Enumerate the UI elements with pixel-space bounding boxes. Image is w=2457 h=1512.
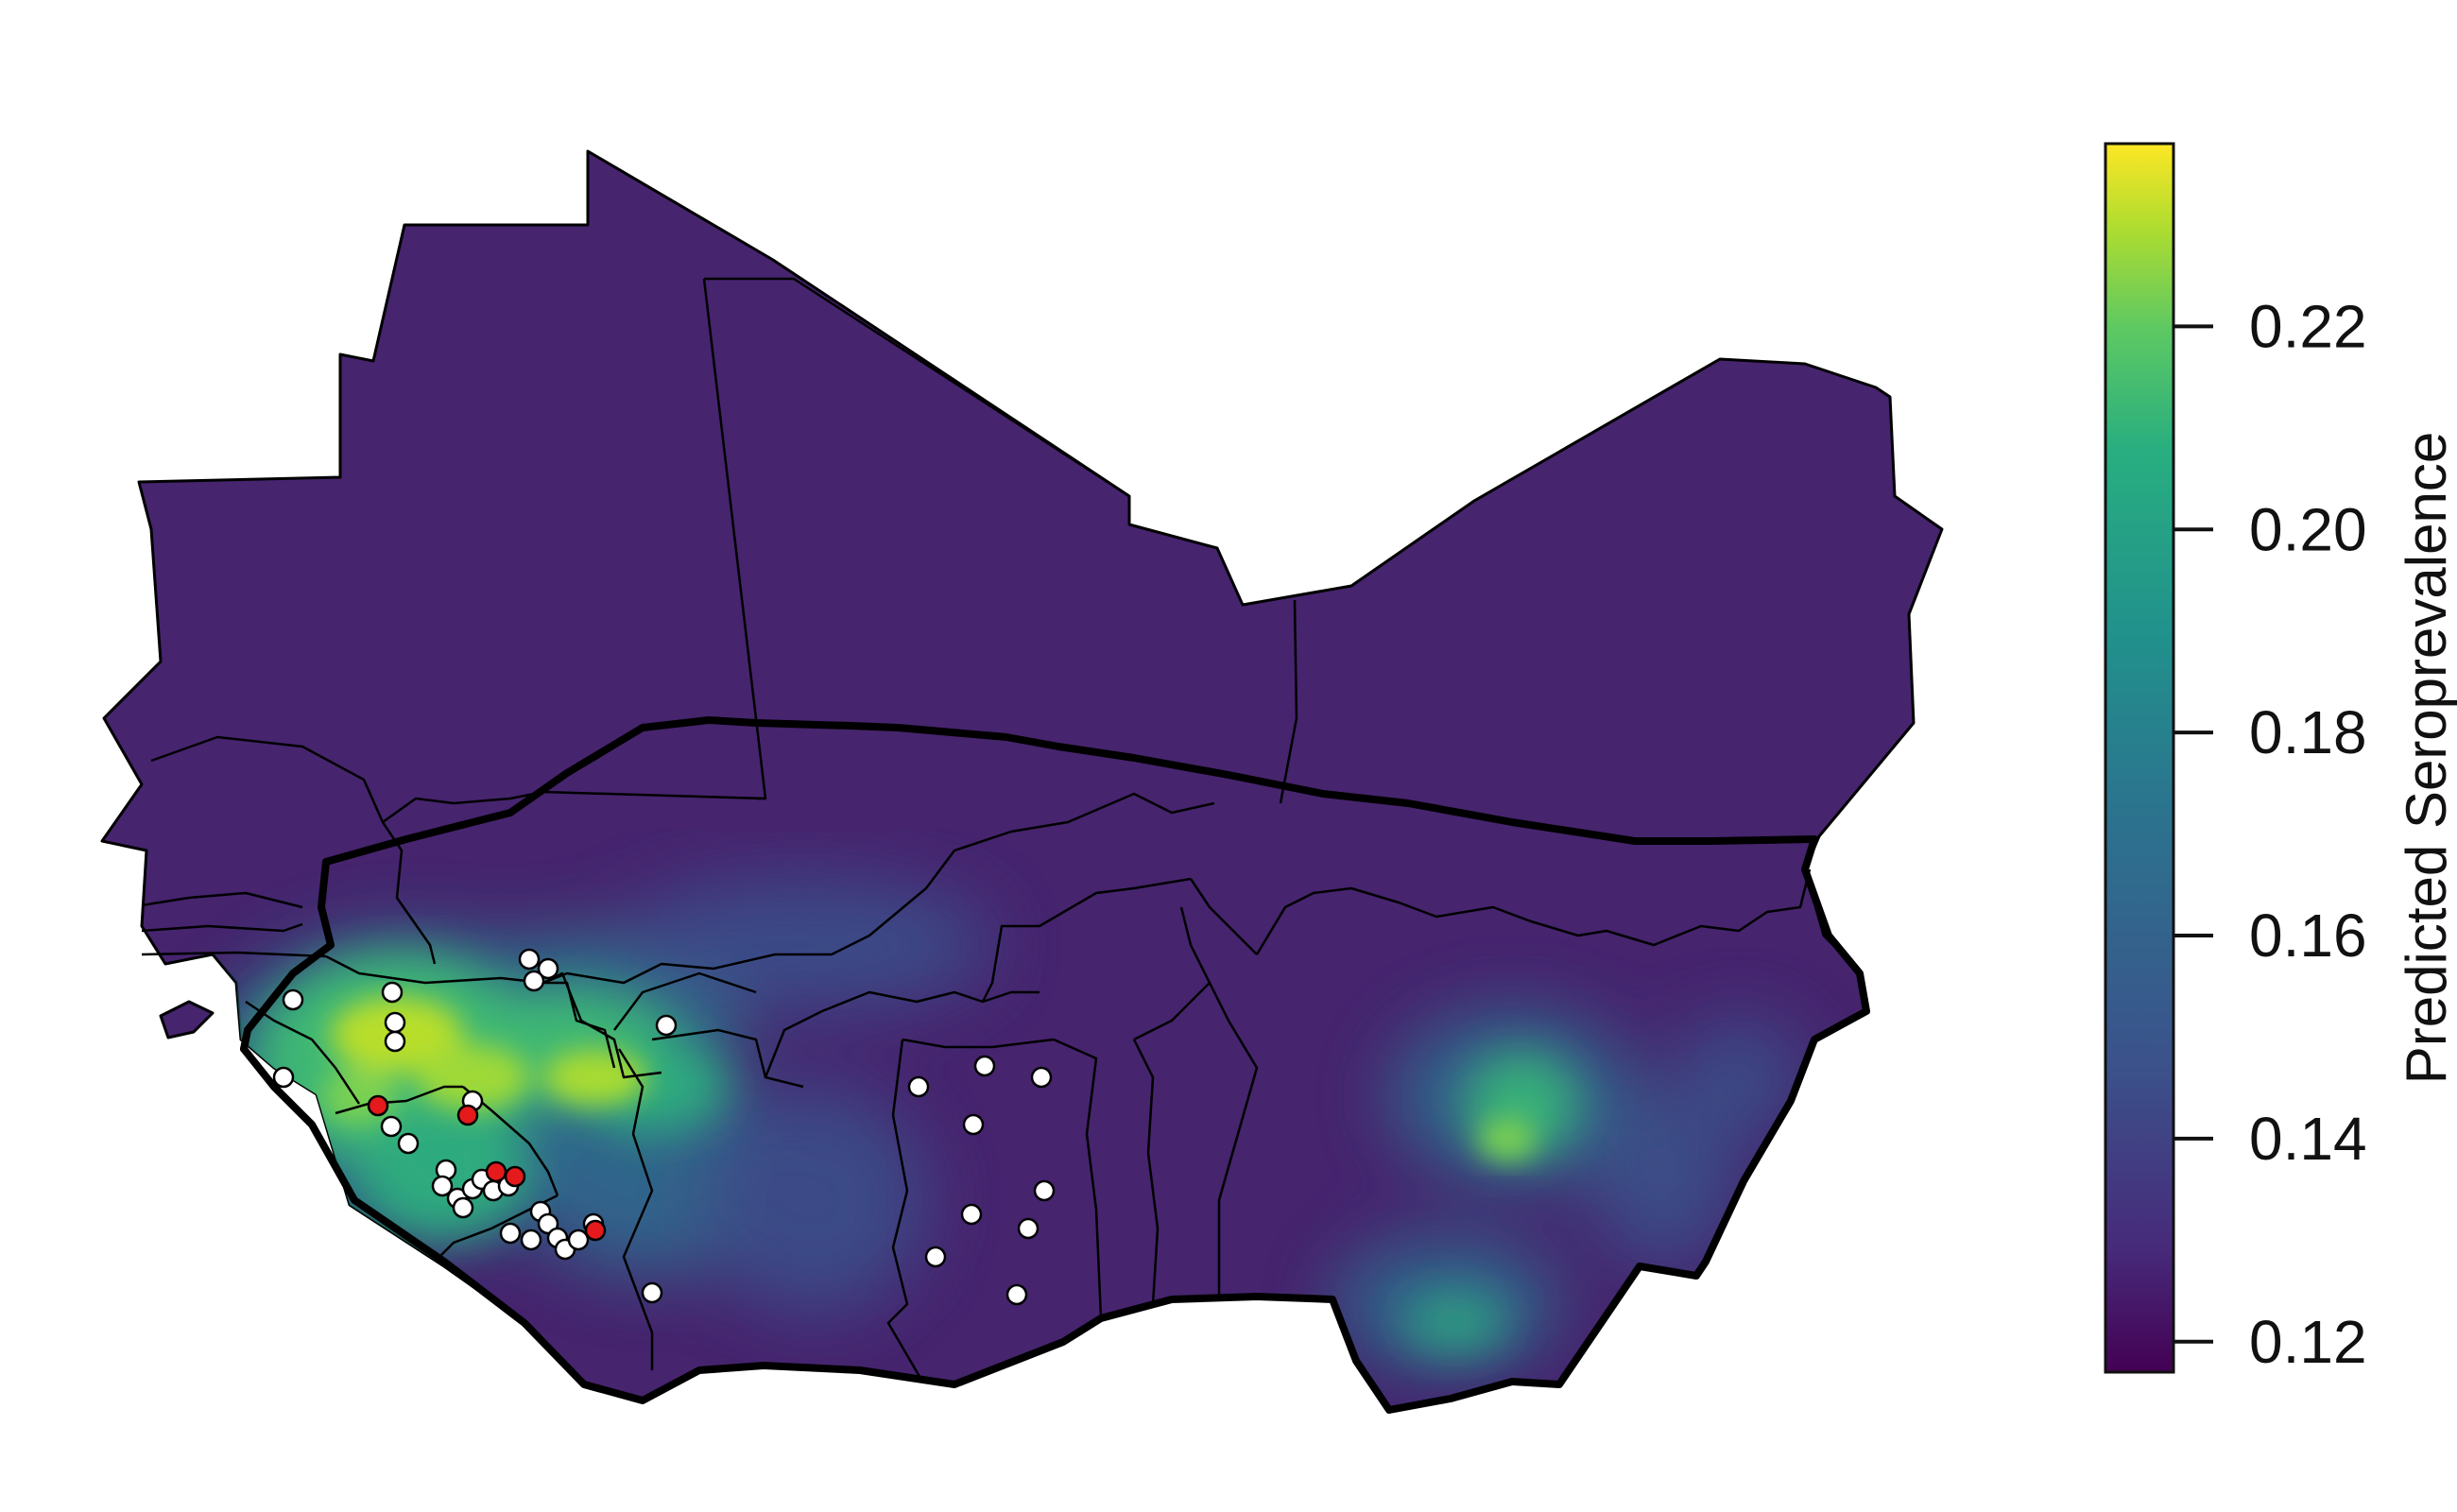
study-region-boundary — [322, 716, 1818, 866]
hotspot-ivory-center-outer — [699, 1087, 926, 1314]
survey-site-point — [384, 1030, 406, 1053]
border-senegal-gambia-bottom — [141, 922, 303, 933]
border-burkina-ghana — [764, 990, 1040, 1078]
border-burkina-ivory — [651, 1028, 804, 1089]
border-guinea-ivory — [617, 1048, 654, 1370]
survey-site-point — [282, 988, 304, 1011]
border-benin-niger — [1189, 878, 1258, 955]
colorbar-tick-label: 0.22 — [2249, 292, 2367, 360]
survey-site-point — [452, 1196, 474, 1219]
study-region-west-edge — [240, 858, 335, 1053]
color-legend: 0.12 0.14 0.16 0.18 0.20 0.22 Predicted Serop… — [2104, 142, 2457, 1376]
survey-site-point — [499, 1222, 522, 1245]
survey-site-point — [962, 1113, 985, 1136]
hotspot-nigeria-south-mid — [1403, 1295, 1507, 1351]
border-guinea-bissau — [141, 951, 327, 958]
border-mali-burkina — [542, 792, 1215, 985]
hotspot-burkina-outer — [614, 879, 992, 1011]
border-mali-ivory-west — [542, 971, 662, 1079]
survey-site-point — [960, 1203, 983, 1226]
border-mali-algeria-niger — [1279, 599, 1298, 804]
hotspot-sierra-high — [321, 1068, 397, 1125]
positive-site-point — [584, 1219, 607, 1242]
border-benin-nigeria — [1208, 982, 1259, 1299]
border-burkina-west — [613, 971, 757, 1031]
hotspot-nigeria-east-outer — [1673, 1021, 1805, 1134]
survey-site-point — [907, 1075, 930, 1098]
positive-site-point — [485, 1160, 507, 1183]
border-ivory-ghana — [886, 1039, 923, 1381]
survey-site-point — [272, 1066, 295, 1089]
legend-title: Predicted Seroprevalence — [2395, 432, 2457, 1084]
colorbar — [2104, 142, 2175, 1374]
border-ghana-togo — [1053, 1038, 1103, 1319]
survey-site-point — [973, 1055, 996, 1077]
survey-site-point — [537, 957, 559, 980]
hotspot-nigeria-high — [1479, 1118, 1536, 1160]
survey-site-point — [924, 1246, 947, 1268]
survey-site-point — [381, 981, 404, 1004]
border-burkina-niger — [981, 877, 1192, 1003]
border-sierraleone-liberia — [335, 1085, 463, 1115]
hotspot-cameroon-outer — [1588, 1096, 1739, 1266]
survey-site-point — [431, 1175, 454, 1197]
survey-site-point — [518, 948, 541, 971]
positive-site-point — [456, 1104, 479, 1126]
bijagos-islands — [159, 1000, 215, 1040]
border-mauritania-south — [150, 735, 766, 824]
survey-site-point — [1017, 1217, 1040, 1240]
positive-site-point — [504, 1165, 526, 1188]
colorbar-ticks: 0.12 0.14 0.16 0.18 0.20 0.22 — [2174, 292, 2367, 1376]
border-togo-benin — [1132, 1039, 1160, 1305]
study-region-coast — [240, 835, 1870, 1414]
survey-points — [272, 948, 1056, 1306]
survey-site-point — [1030, 1066, 1053, 1089]
border-ghana-north — [902, 1038, 1055, 1049]
survey-site-point — [380, 1115, 403, 1138]
survey-site-point — [520, 1228, 542, 1251]
colorbar-tick-label: 0.18 — [2249, 698, 2367, 766]
survey-site-point — [1005, 1283, 1028, 1306]
colorbar-tick-label: 0.14 — [2249, 1105, 2367, 1173]
border-benin-north — [1133, 906, 1211, 1041]
survey-site-point — [567, 1228, 590, 1251]
survey-site-point — [641, 1281, 663, 1304]
border-mali-east — [704, 277, 1130, 498]
positive-site-point — [367, 1094, 389, 1117]
survey-site-point — [384, 1011, 406, 1034]
colorbar-tick-label: 0.20 — [2249, 495, 2367, 563]
border-niger-nigeria — [1255, 868, 1812, 955]
hotspot-mali-high — [416, 1044, 529, 1110]
colorbar-tick-label: 0.16 — [2249, 902, 2367, 970]
border-senegal-gambia-top — [141, 891, 303, 909]
colorbar-tick-label: 0.12 — [2249, 1308, 2367, 1376]
survey-site-point — [397, 1132, 420, 1155]
survey-site-point — [523, 970, 545, 992]
survey-site-point — [655, 1014, 678, 1037]
survey-site-point — [1033, 1179, 1056, 1202]
country-borders — [141, 277, 1812, 1381]
